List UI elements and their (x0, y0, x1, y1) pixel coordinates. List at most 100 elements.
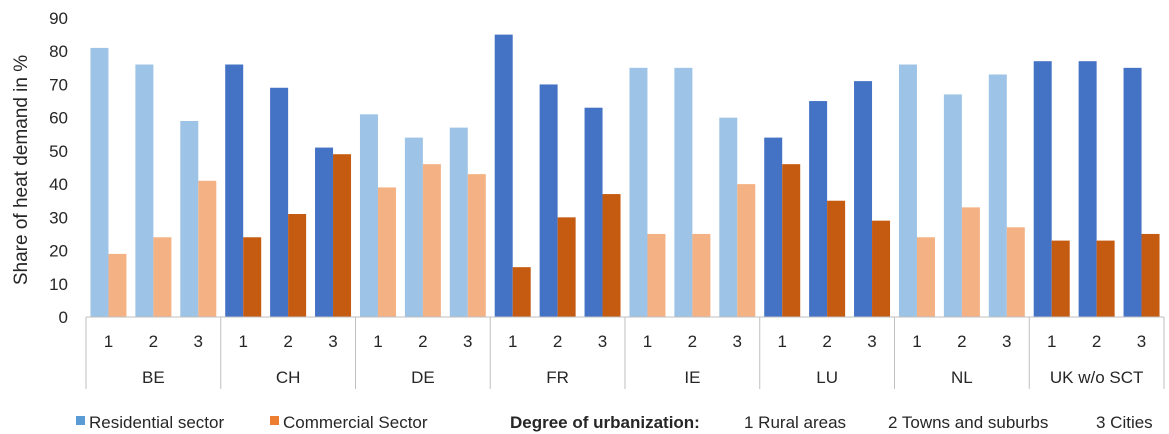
y-tick-label: 30 (49, 208, 68, 227)
bar-commercial (1096, 240, 1115, 317)
x-tick-label: 2 (553, 332, 562, 351)
bar-residential (1123, 67, 1142, 317)
x-tick-label: 1 (777, 332, 786, 351)
bar-residential (809, 101, 828, 317)
bar-residential (854, 81, 873, 317)
bar-commercial (1051, 240, 1070, 317)
bar-residential (719, 117, 738, 318)
bar-commercial (557, 217, 576, 317)
x-tick-label: 3 (867, 332, 876, 351)
bar-commercial (153, 237, 172, 317)
bar-residential (359, 114, 378, 317)
y-tick-label: 60 (49, 109, 68, 128)
legend-label-residential: Residential sector (89, 413, 224, 432)
bar-residential (90, 47, 109, 318)
urbanization-item-cities: 3 Cities (1096, 413, 1153, 432)
legend-swatch-commercial (270, 416, 279, 425)
bar-commercial (647, 233, 666, 317)
y-tick-label: 0 (59, 308, 68, 327)
bar-residential (943, 94, 962, 318)
x-tick-label: 1 (104, 332, 113, 351)
urbanization-item-rural: 1 Rural areas (744, 413, 846, 432)
bar-commercial (467, 174, 486, 317)
x-tick-label: 2 (1092, 332, 1101, 351)
bar-commercial (1141, 233, 1160, 317)
legend: Residential sector Commercial Sector Deg… (76, 413, 1153, 432)
bar-commercial (288, 214, 307, 317)
bar-residential (494, 34, 513, 317)
y-tick-label: 10 (49, 275, 68, 294)
bar-commercial (243, 237, 262, 317)
x-tick-label: 3 (733, 332, 742, 351)
bar-commercial (108, 253, 127, 317)
bar-residential (1033, 61, 1052, 317)
bar-commercial (602, 194, 621, 317)
bar-residential (1078, 61, 1097, 317)
x-tick-label: 1 (912, 332, 921, 351)
group-label: FR (546, 368, 569, 387)
group-label: UK w/o SCT (1050, 368, 1144, 387)
y-tick-label: 50 (49, 142, 68, 161)
x-tick-label: 1 (1047, 332, 1056, 351)
bar-residential (674, 67, 693, 317)
y-axis-label: Share of heat demand in % (11, 55, 32, 285)
bar-commercial (692, 233, 711, 317)
x-tick-label: 1 (643, 332, 652, 351)
bars (90, 34, 1160, 318)
y-tick-label: 20 (49, 242, 68, 261)
bar-residential (449, 127, 468, 317)
group-label: BE (142, 368, 165, 387)
group-label: LU (816, 368, 838, 387)
bar-commercial (377, 187, 396, 317)
bar-commercial (782, 164, 801, 317)
y-tick-label: 80 (49, 42, 68, 61)
x-tick-label: 3 (328, 332, 337, 351)
x-tick-label: 2 (957, 332, 966, 351)
y-tick-label: 70 (49, 75, 68, 94)
legend-swatch-residential (76, 416, 85, 425)
bar-commercial (737, 184, 756, 317)
x-tick-label: 2 (418, 332, 427, 351)
bar-residential (135, 64, 154, 317)
urbanization-item-towns: 2 Towns and suburbs (888, 413, 1048, 432)
x-tick-label: 2 (822, 332, 831, 351)
group-label: DE (411, 368, 435, 387)
bar-residential (539, 84, 558, 317)
bar-residential (629, 67, 648, 317)
bar-commercial (422, 164, 441, 317)
bar-commercial (333, 154, 352, 317)
bar-residential (764, 137, 783, 317)
bar-residential (988, 74, 1007, 317)
y-tick-label: 40 (49, 175, 68, 194)
x-tick-label: 2 (688, 332, 697, 351)
group-label: CH (276, 368, 301, 387)
x-tick-label: 3 (1002, 332, 1011, 351)
group-label: NL (951, 368, 973, 387)
bar-residential (270, 87, 289, 318)
bar-commercial (916, 237, 935, 317)
urbanization-title: Degree of urbanization: (510, 413, 700, 432)
x-tick-label: 1 (238, 332, 247, 351)
bar-commercial (827, 200, 846, 317)
bar-commercial (512, 267, 531, 317)
bar-residential (584, 107, 603, 317)
x-axis: 1 2 3 BE 1 2 3 CH 1 2 3 DE 1 2 3 FR 1 2 3 IE 1 2 3 LU 1 2 3 NL 1 2 3 UK… (85, 316, 1165, 389)
bar-residential (225, 64, 244, 317)
group-label: IE (684, 368, 700, 387)
bar-commercial (198, 180, 217, 317)
x-tick-label: 1 (508, 332, 517, 351)
y-tick-label: 90 (49, 9, 68, 28)
x-tick-label: 1 (373, 332, 382, 351)
legend-label-commercial: Commercial Sector (283, 413, 428, 432)
bar-residential (898, 64, 917, 317)
x-tick-label: 3 (1137, 332, 1146, 351)
x-tick-label: 2 (149, 332, 158, 351)
bar-residential (180, 120, 199, 317)
y-axis: 0 10 20 30 40 50 60 70 80 90 (49, 9, 68, 327)
x-tick-label: 2 (283, 332, 292, 351)
bar-commercial (961, 207, 980, 317)
x-tick-label: 3 (598, 332, 607, 351)
x-tick-label: 3 (194, 332, 203, 351)
bar-commercial (872, 220, 891, 317)
